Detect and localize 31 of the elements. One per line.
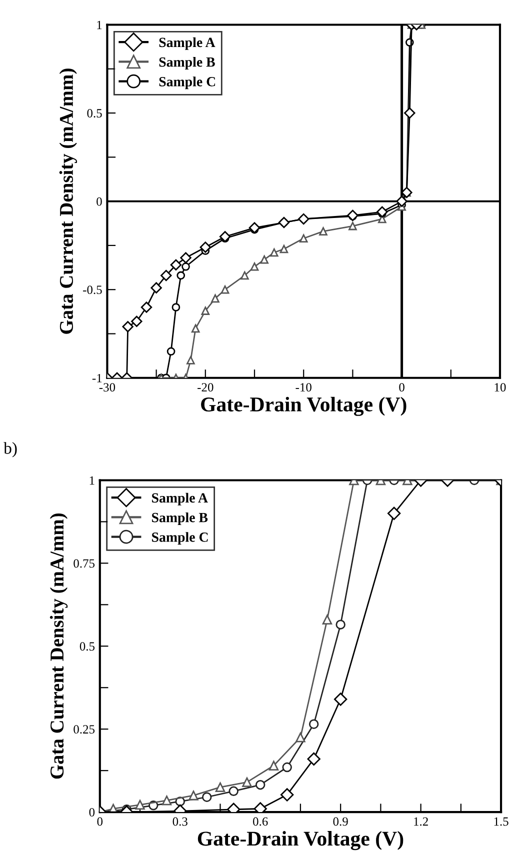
y-tick-label: 0.5 bbox=[87, 109, 102, 118]
y-tick-label: -1 bbox=[92, 374, 102, 382]
legend-label: Sample C bbox=[159, 76, 216, 90]
y-tick-label: 0.5 bbox=[80, 642, 95, 651]
x-tick-label: 10 bbox=[494, 383, 506, 392]
x-axis-title: Gate-Drain Voltage (V) bbox=[198, 831, 404, 850]
y-tick-label: 0 bbox=[96, 197, 102, 206]
x-tick-label: -20 bbox=[198, 383, 214, 392]
x-tick-label: -10 bbox=[296, 383, 312, 392]
x-tick-label: 0.6 bbox=[253, 817, 268, 826]
x-tick-label: 0.9 bbox=[333, 817, 348, 826]
legend-label: Sample B bbox=[152, 512, 208, 526]
y-axis-title: Gata Current Density (mA/mm) bbox=[59, 68, 78, 334]
x-tick-label: -30 bbox=[99, 383, 116, 392]
y-axis-title: Gata Current Density (mA/mm) bbox=[50, 514, 68, 779]
y-tick-label: 1 bbox=[90, 476, 94, 485]
y-tick-label: 1 bbox=[97, 20, 102, 30]
x-tick-label: 1.2 bbox=[414, 817, 428, 826]
legend-label: Sample A bbox=[152, 492, 208, 506]
y-tick-label: 0 bbox=[89, 808, 95, 817]
legend-label: Sample B bbox=[159, 56, 215, 70]
x-tick-label: 1.5 bbox=[494, 817, 508, 826]
y-tick-label: 0.25 bbox=[74, 725, 95, 734]
legend-label: Sample A bbox=[159, 37, 216, 50]
y-tick-label: 0.75 bbox=[74, 559, 95, 568]
x-tick-label: 0 bbox=[399, 383, 404, 392]
legend-label: Sample C bbox=[152, 532, 208, 545]
y-tick-label: -0.5 bbox=[83, 286, 102, 294]
text: b) bbox=[4, 442, 17, 458]
x-tick-label: 0.3 bbox=[172, 817, 188, 826]
x-axis-title: Gate-Drain Voltage (V) bbox=[201, 396, 406, 416]
